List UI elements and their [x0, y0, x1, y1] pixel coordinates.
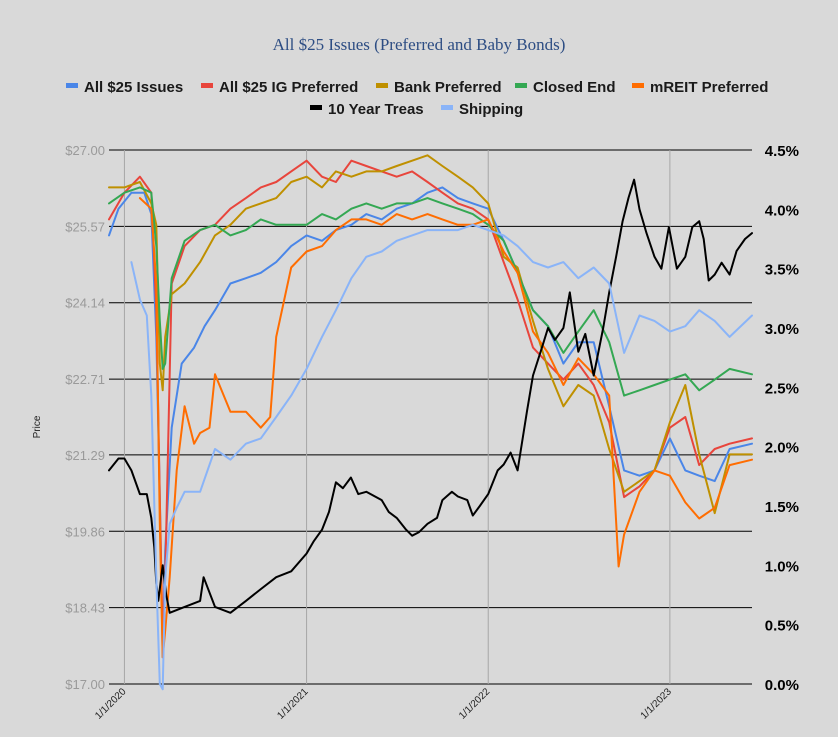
y-right-tick-label: 1.5%: [765, 499, 799, 516]
chart-title: All $25 Issues (Preferred and Baby Bonds…: [273, 35, 566, 54]
series-line-closed-end: [108, 186, 753, 397]
legend-label: All $25 IG Preferred: [219, 79, 358, 96]
series-lines: [108, 154, 753, 691]
legend-item: Closed End: [515, 79, 616, 96]
vertical-gridlines: [123, 150, 671, 684]
series-line-bank-preferred: [108, 154, 753, 515]
series-line-10-year-treas: [108, 178, 753, 614]
legend-item: Shipping: [441, 101, 523, 118]
right-axis: 4.5% 4.0% 3.5% 3.0% 2.5% 2.0% 1.5% 1.0% 0.5% 0.0%: [765, 143, 799, 694]
x-tick-label: 1/1/2023: [639, 686, 675, 722]
y-right-tick-label: 3.5%: [765, 262, 799, 279]
x-axis: 1/1/2020 1/1/2021 1/1/2022 1/1/2023: [93, 686, 674, 722]
legend-swatch: [441, 105, 453, 110]
y-left-tick-label: $21.29: [65, 448, 105, 463]
legend-swatch: [515, 83, 527, 88]
legend-label: 10 Year Treas: [328, 101, 424, 118]
legend-item: 10 Year Treas: [310, 101, 424, 118]
y-right-tick-label: 3.0%: [765, 321, 799, 338]
x-tick-label: 1/1/2021: [275, 686, 311, 722]
y-right-tick-label: 0.0%: [765, 677, 799, 694]
y-left-tick-label: $22.71: [65, 372, 105, 387]
legend-swatch: [376, 83, 388, 88]
legend-item: Bank Preferred: [376, 79, 502, 96]
y-left-tick-label: $19.86: [65, 524, 105, 539]
legend-swatch: [310, 105, 322, 110]
legend-label: Shipping: [459, 101, 523, 118]
legend-item: All $25 IG Preferred: [201, 79, 358, 96]
y-right-tick-label: 4.5%: [765, 143, 799, 160]
legend-item: All $25 Issues: [66, 79, 183, 96]
legend-item: mREIT Preferred: [632, 79, 768, 96]
y-left-tick-label: $18.43: [65, 601, 105, 616]
y-left-tick-label: $24.14: [65, 296, 105, 311]
series-line-all-25-ig-preferred: [108, 159, 753, 643]
series-line-shipping: [130, 223, 753, 691]
legend: All $25 Issues All $25 IG Preferred Bank…: [66, 79, 768, 118]
y-left-tick-label: $17.00: [65, 677, 105, 692]
series-line-mreit-preferred: [138, 197, 753, 659]
y-right-tick-label: 2.5%: [765, 380, 799, 397]
legend-label: mREIT Preferred: [650, 79, 768, 96]
y-left-tick-label: $27.00: [65, 143, 105, 158]
y-left-tick-label: $25.57: [65, 219, 105, 234]
legend-label: Closed End: [533, 79, 616, 96]
legend-swatch: [632, 83, 644, 88]
legend-swatch: [201, 83, 213, 88]
legend-swatch: [66, 83, 78, 88]
y-axis-label: Price: [32, 415, 43, 438]
y-right-tick-label: 4.0%: [765, 202, 799, 219]
y-right-tick-label: 2.0%: [765, 440, 799, 457]
left-axis: $27.00 $25.57 $24.14 $22.71 $21.29 $19.86 $18.…: [65, 143, 105, 692]
y-right-tick-label: 0.5%: [765, 618, 799, 635]
y-right-tick-label: 1.0%: [765, 558, 799, 575]
x-tick-label: 1/1/2022: [457, 686, 493, 722]
legend-label: Bank Preferred: [394, 79, 502, 96]
legend-label: All $25 Issues: [84, 79, 183, 96]
